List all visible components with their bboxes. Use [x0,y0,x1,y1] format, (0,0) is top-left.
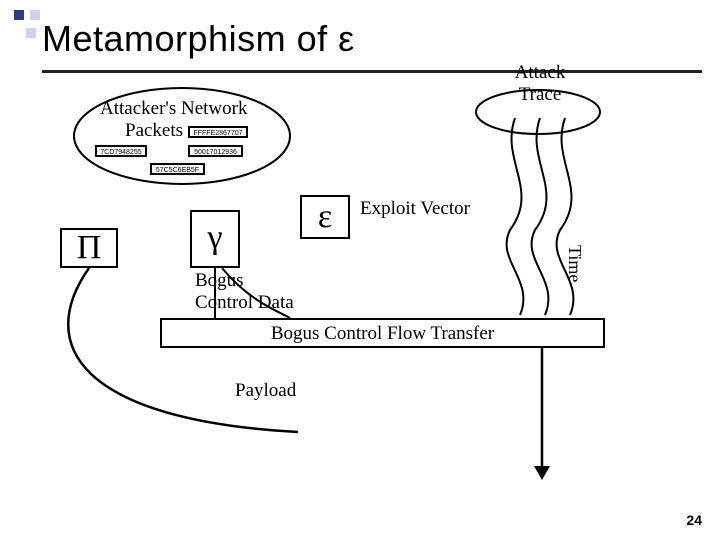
trace-wave-1 [507,118,524,315]
packet-hex-b: FFFFE2867707 [188,126,248,138]
flow-box: Bogus Control Flow Transfer [160,318,605,348]
packets-label: Packets [125,120,183,142]
decor-square [30,10,40,20]
title-bar: Metamorphism of ε [42,18,702,73]
pi-box: Π [60,228,118,268]
gamma-box: γ [190,210,240,268]
epsilon-box: ε [300,195,350,239]
packet-hex-d: 57C5C6EB5F [150,163,205,175]
attackers-network-label: Attacker's Network [100,98,247,120]
time-label: Time [564,245,585,282]
decor-square [26,28,36,38]
attack-trace-label: Attack Trace [500,62,580,106]
diagram-canvas: Attacker's Network Packets 7CD7948255 FF… [40,70,680,500]
epsilon-symbol: ε [318,198,332,235]
gamma-symbol: γ [207,219,222,256]
time-arrowhead [534,466,550,480]
page-number: 24 [686,512,702,528]
page-title: Metamorphism of ε [42,18,702,60]
flow-label: Bogus Control Flow Transfer [271,323,494,344]
exploit-vector-label: Exploit Vector [360,198,470,220]
pi-symbol: Π [77,229,102,266]
trace-wave-3 [557,118,574,315]
payload-label: Payload [235,380,296,402]
trace-wave-2 [532,118,549,315]
packet-hex-c: 50017012936 [188,145,243,157]
packet-hex-a: 7CD7948255 [95,145,147,157]
bogus-control-data-label: Bogus Control Data [195,270,294,314]
decor-square [14,10,24,20]
